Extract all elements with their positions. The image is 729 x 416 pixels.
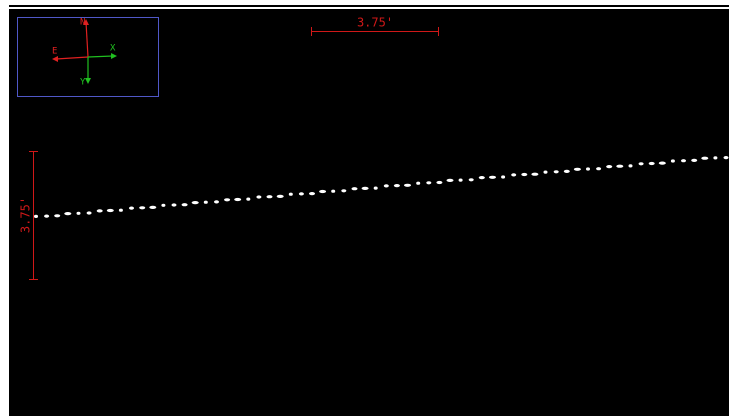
streak-dot: [87, 211, 92, 214]
streak-dot: [564, 170, 570, 173]
streak-dot: [394, 184, 400, 187]
streak-dot: [289, 193, 293, 196]
streak-dot: [341, 189, 346, 192]
streak-dot: [319, 190, 326, 193]
streak-dot: [44, 215, 49, 218]
streak-dot: [436, 181, 442, 184]
streak-dot: [554, 170, 559, 173]
streak-dot: [77, 212, 81, 215]
streak-dot: [246, 198, 250, 201]
streak-dot: [362, 187, 369, 190]
streak-dot: [149, 206, 156, 209]
streak-dot: [129, 207, 134, 210]
streak-dot: [606, 165, 612, 168]
streak-dot: [596, 167, 601, 170]
streak-dot: [309, 192, 315, 195]
streak-dot: [416, 182, 420, 185]
streak-dot: [639, 162, 644, 165]
streak-dot: [97, 209, 103, 212]
streak-dot: [34, 215, 38, 218]
sky-image: [9, 9, 729, 416]
streak-dot: [511, 173, 516, 176]
streak-dot: [374, 187, 378, 190]
streak-dot: [447, 179, 454, 182]
streak-dot: [586, 167, 590, 170]
streak-dot: [681, 159, 686, 162]
streak-dot: [224, 198, 230, 201]
streak-dot: [616, 165, 623, 168]
streak-dot: [521, 173, 527, 176]
streak-dot: [384, 184, 389, 187]
streak-dot: [234, 198, 241, 201]
x-label: X: [110, 44, 116, 54]
streak-dot: [256, 195, 261, 198]
streak-dot: [192, 201, 199, 204]
streak-dot: [426, 181, 431, 184]
streak-dot: [671, 159, 675, 162]
streak-dot: [139, 206, 145, 209]
streak-dot: [713, 156, 717, 159]
image-view: N E X Y 3.75' 3.75': [0, 0, 729, 416]
streak-dot: [331, 190, 335, 193]
streak-dot: [214, 200, 219, 203]
streak-dot: [182, 203, 188, 206]
streak-dot: [64, 212, 71, 215]
streak-dot: [459, 179, 463, 182]
streak-dot: [404, 184, 411, 187]
streak-dot: [659, 162, 666, 165]
y-label: Y: [80, 78, 86, 88]
north-label: N: [80, 18, 85, 28]
streak-dot: [119, 209, 123, 212]
streak-dot: [479, 176, 485, 179]
streak-dot: [724, 156, 729, 159]
streak-dot: [501, 175, 505, 178]
streak-dot: [649, 162, 655, 165]
streak-dot: [544, 171, 548, 174]
streak-dot: [172, 203, 177, 206]
page: {"scale_bars": {"horizontal": "3.75'", "…: [0, 0, 729, 416]
streak-dot: [489, 176, 496, 179]
east-label: E: [52, 47, 57, 57]
horizontal-scale-label: 3.75': [357, 16, 393, 30]
streak-dot: [54, 214, 60, 217]
streak-dot: [701, 157, 708, 160]
streak-dot: [204, 201, 208, 204]
streak-dot: [267, 195, 273, 198]
streak-dot: [107, 209, 114, 212]
streak-dot: [531, 173, 538, 176]
streak-dot: [629, 164, 633, 167]
streak-dot: [574, 168, 581, 171]
streak-dot: [299, 192, 304, 195]
streak-dot: [277, 195, 284, 198]
streak-dot: [161, 204, 165, 207]
vertical-scale-label: 3.75': [19, 197, 33, 233]
streak-dot: [691, 159, 697, 162]
streak-dot: [469, 178, 474, 181]
streak-dot: [352, 187, 358, 190]
